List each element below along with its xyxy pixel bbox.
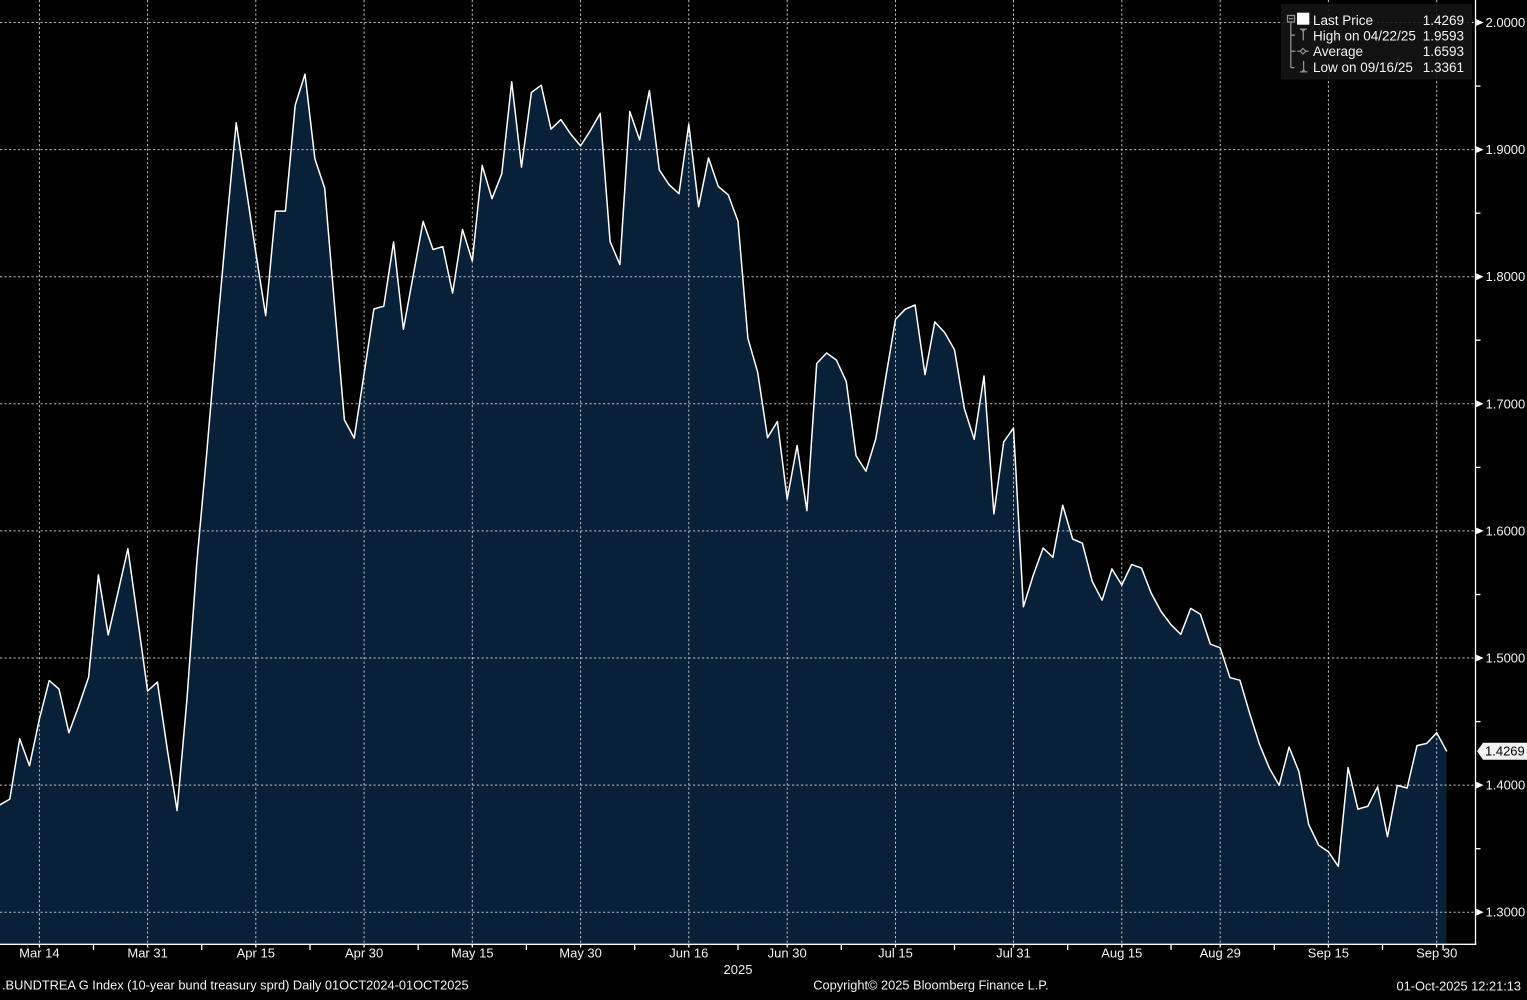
svg-text:Mar 31: Mar 31 <box>127 946 167 961</box>
svg-text:1.8000: 1.8000 <box>1486 269 1526 284</box>
svg-text:Copyright© 2025 Bloomberg Fina: Copyright© 2025 Bloomberg Finance L.P. <box>813 978 1048 993</box>
svg-text:Jul 15: Jul 15 <box>878 946 913 961</box>
svg-text:High on 04/22/25: High on 04/22/25 <box>1313 28 1416 43</box>
svg-text:1.6000: 1.6000 <box>1486 523 1526 538</box>
svg-text:Aug 29: Aug 29 <box>1200 946 1241 961</box>
svg-text:Apr 30: Apr 30 <box>345 946 383 961</box>
svg-text:1.3361: 1.3361 <box>1423 60 1464 75</box>
svg-text:May 15: May 15 <box>451 946 494 961</box>
svg-text:1.3000: 1.3000 <box>1486 905 1526 920</box>
svg-text:Mar 14: Mar 14 <box>19 946 59 961</box>
svg-text:Average: Average <box>1313 44 1363 59</box>
svg-text:1.7000: 1.7000 <box>1486 396 1526 411</box>
svg-text:Jun 16: Jun 16 <box>669 946 708 961</box>
svg-text:Last Price: Last Price <box>1313 13 1373 28</box>
svg-text:1.5000: 1.5000 <box>1486 651 1526 666</box>
svg-text:1.4000: 1.4000 <box>1486 778 1526 793</box>
svg-text:01-Oct-2025 12:21:13: 01-Oct-2025 12:21:13 <box>1396 979 1521 994</box>
svg-text:1.4269: 1.4269 <box>1423 13 1464 28</box>
svg-text:Sep 15: Sep 15 <box>1308 946 1349 961</box>
svg-text:Low on 09/16/25: Low on 09/16/25 <box>1313 60 1413 75</box>
svg-text:Aug 15: Aug 15 <box>1101 946 1142 961</box>
svg-text:Sep 30: Sep 30 <box>1416 946 1457 961</box>
svg-text:Jun 30: Jun 30 <box>768 946 807 961</box>
svg-text:Jul 31: Jul 31 <box>996 946 1031 961</box>
svg-text:2025: 2025 <box>724 962 753 977</box>
svg-text:2.0000: 2.0000 <box>1486 15 1526 30</box>
svg-text:1.6593: 1.6593 <box>1423 44 1464 59</box>
svg-text:May 30: May 30 <box>559 946 602 961</box>
svg-text:.BUNDTREA G Index (10-year bun: .BUNDTREA G Index (10-year bund treasury… <box>2 978 469 993</box>
svg-text:1.9593: 1.9593 <box>1423 28 1464 43</box>
svg-text:Apr 15: Apr 15 <box>237 946 275 961</box>
svg-text:1.4269: 1.4269 <box>1485 744 1525 759</box>
svg-text:1.9000: 1.9000 <box>1486 142 1526 157</box>
